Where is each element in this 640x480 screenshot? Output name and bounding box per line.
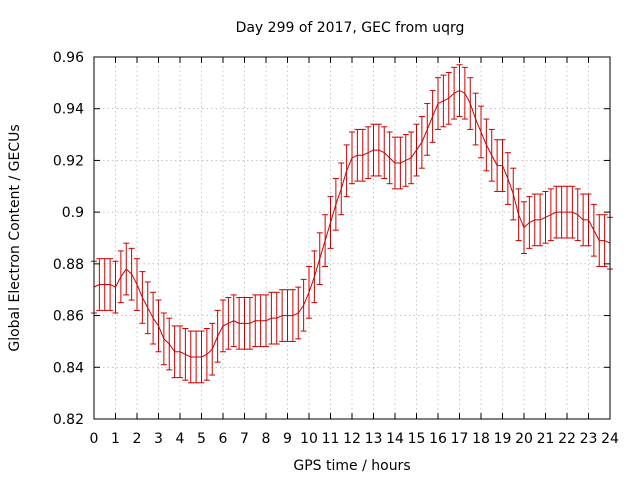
x-tick-label: 15 [408, 431, 426, 447]
x-tick-label: 20 [515, 431, 533, 447]
y-tick-label: 0.94 [53, 102, 84, 118]
x-tick-label: 1 [111, 431, 120, 447]
x-tick-label: 4 [176, 431, 185, 447]
x-tick-label: 11 [322, 431, 340, 447]
y-axis-label: Global Electron Content / GECUs [7, 124, 23, 351]
x-tick-label: 19 [494, 431, 512, 447]
y-tick-label: 0.96 [53, 50, 84, 66]
x-tick-label: 3 [154, 431, 163, 447]
y-tick-label: 0.86 [53, 309, 84, 325]
y-tick-label: 0.92 [53, 153, 84, 169]
y-tick-label: 0.9 [62, 205, 84, 221]
x-tick-label: 12 [343, 431, 361, 447]
y-tick-label: 0.88 [53, 257, 84, 273]
tick-labels: 0 1 2 3 4 5 6 7 8 9 10 11 12 13 14 15 16 17 18 19 20 21 22 23 24… [53, 50, 619, 447]
grid-lines [94, 57, 610, 419]
x-tick-label: 9 [283, 431, 292, 447]
x-tick-label: 14 [386, 431, 404, 447]
x-tick-label: 24 [601, 431, 619, 447]
x-tick-label: 8 [262, 431, 271, 447]
chart-title: Day 299 of 2017, GEC from uqrg [236, 20, 465, 36]
x-axis-label: GPS time / hours [293, 458, 410, 474]
axis-ticks [93, 56, 611, 420]
x-tick-label: 18 [472, 431, 490, 447]
x-tick-label: 5 [197, 431, 206, 447]
x-tick-label: 2 [133, 431, 142, 447]
x-tick-label: 10 [300, 431, 318, 447]
x-tick-label: 21 [537, 431, 555, 447]
x-tick-label: 22 [558, 431, 576, 447]
y-tick-label: 0.84 [53, 360, 84, 376]
x-tick-label: 7 [240, 431, 249, 447]
x-tick-label: 6 [219, 431, 228, 447]
x-tick-label: 16 [429, 431, 447, 447]
x-tick-label: 13 [365, 431, 383, 447]
series-gec [91, 64, 613, 384]
x-tick-label: 23 [580, 431, 598, 447]
x-tick-label: 0 [90, 431, 99, 447]
y-tick-label: 0.82 [53, 412, 84, 428]
series-line [93, 90, 611, 358]
x-tick-label: 17 [451, 431, 469, 447]
